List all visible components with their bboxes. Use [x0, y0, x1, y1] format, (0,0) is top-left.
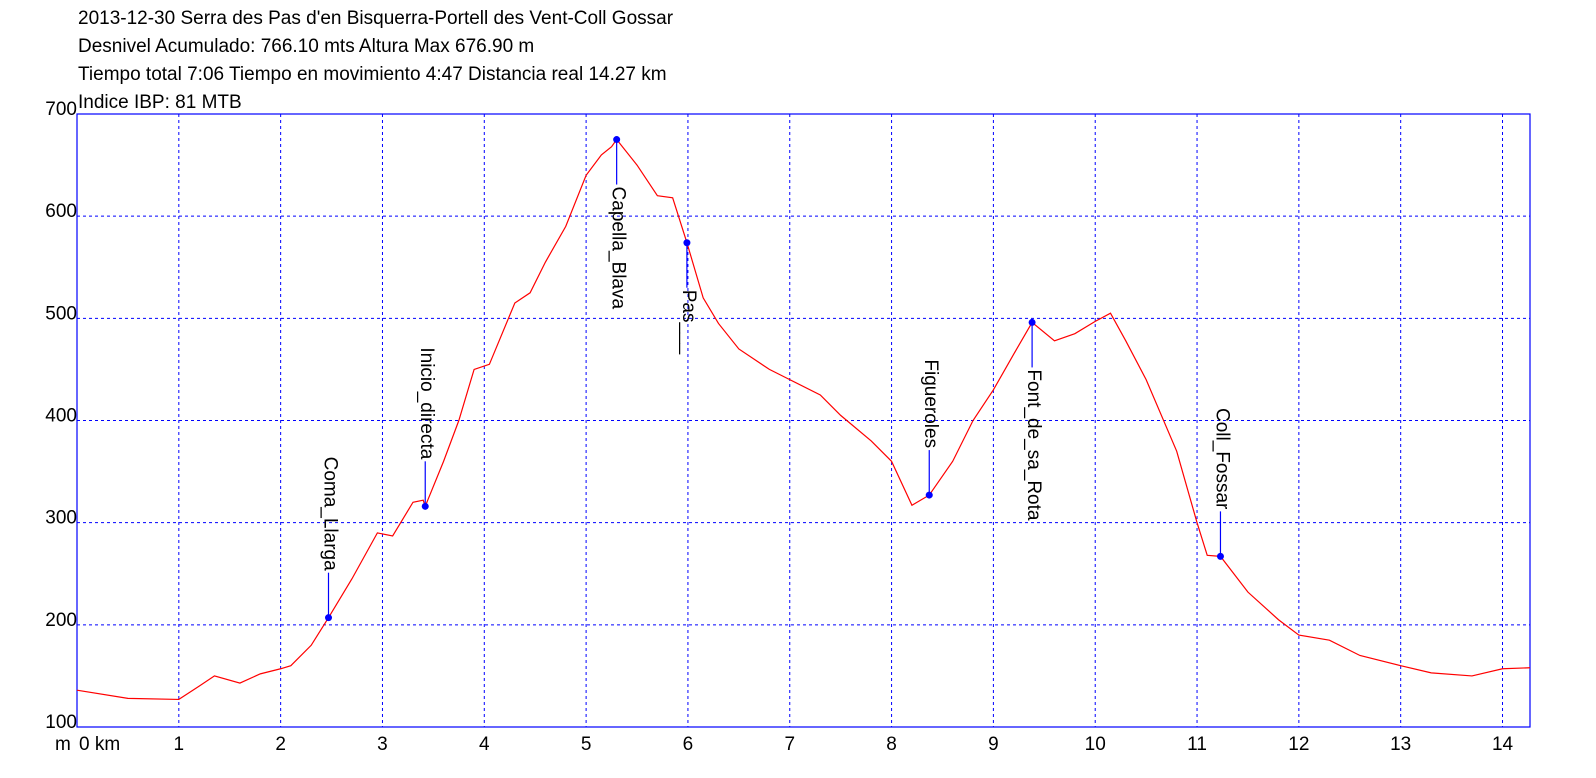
x-tick-label: 0 km — [79, 734, 120, 755]
y-tick-label: 100 — [45, 712, 77, 733]
title-line: Desnivel Acumulado: 766.10 mts Altura Ma… — [78, 36, 534, 57]
x-tick-label: 8 — [886, 734, 897, 755]
waypoint-label: Capella_Blava — [608, 187, 629, 310]
x-tick-label: 1 — [174, 734, 185, 755]
title-line: Tiempo total 7:06 Tiempo en movimiento 4… — [78, 64, 667, 85]
waypoint — [325, 614, 333, 622]
x-tick-label: 14 — [1492, 734, 1514, 755]
waypoint-label: Font_de_sa_Rota — [1023, 369, 1044, 520]
y-tick-label: 700 — [45, 99, 77, 120]
x-tick-label: 7 — [784, 734, 795, 755]
title-line: 2013-12-30 Serra des Pas d'en Bisquerra-… — [78, 8, 674, 29]
waypoint — [421, 502, 429, 510]
x-tick-label: 6 — [683, 734, 694, 755]
x-tick-label: 3 — [377, 734, 388, 755]
x-tick-label: 13 — [1390, 734, 1411, 755]
x-tick-label: 12 — [1288, 734, 1309, 755]
y-tick-label: 500 — [45, 303, 77, 324]
y-tick-label: 600 — [45, 201, 77, 222]
x-tick-label: 2 — [275, 734, 286, 755]
profile-line — [76, 138, 1531, 701]
y-tick-label: 300 — [45, 508, 77, 529]
waypoint-label: Coma_Llarga — [319, 457, 340, 571]
waypoint — [1028, 318, 1036, 326]
plot-frame — [76, 113, 1531, 728]
waypoint — [925, 491, 933, 499]
waypoint-label: Inicio_directa — [416, 347, 437, 459]
waypoint-label: Pas___ — [678, 290, 699, 355]
title-line: Indice IBP: 81 MTB — [78, 92, 242, 113]
waypoint — [683, 239, 691, 247]
y-tick-label: 200 — [45, 610, 77, 631]
x-tick-label: 5 — [581, 734, 592, 755]
x-tick-label: 11 — [1187, 734, 1207, 755]
waypoint-label: Coll_Fossar — [1211, 408, 1232, 510]
waypoint — [1216, 552, 1224, 560]
x-tick-label: 4 — [479, 734, 490, 755]
x-tick-label: 9 — [988, 734, 999, 755]
y-axis-label: m — [55, 734, 71, 755]
x-tick-label: 10 — [1085, 734, 1106, 755]
y-tick-label: 400 — [45, 406, 77, 427]
waypoint-label: Figueroles — [920, 359, 941, 448]
waypoint — [613, 136, 621, 144]
